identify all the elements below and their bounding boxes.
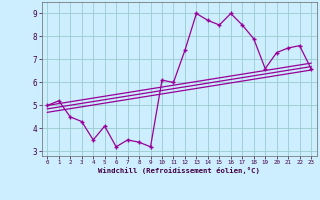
X-axis label: Windchill (Refroidissement éolien,°C): Windchill (Refroidissement éolien,°C)	[98, 167, 260, 174]
